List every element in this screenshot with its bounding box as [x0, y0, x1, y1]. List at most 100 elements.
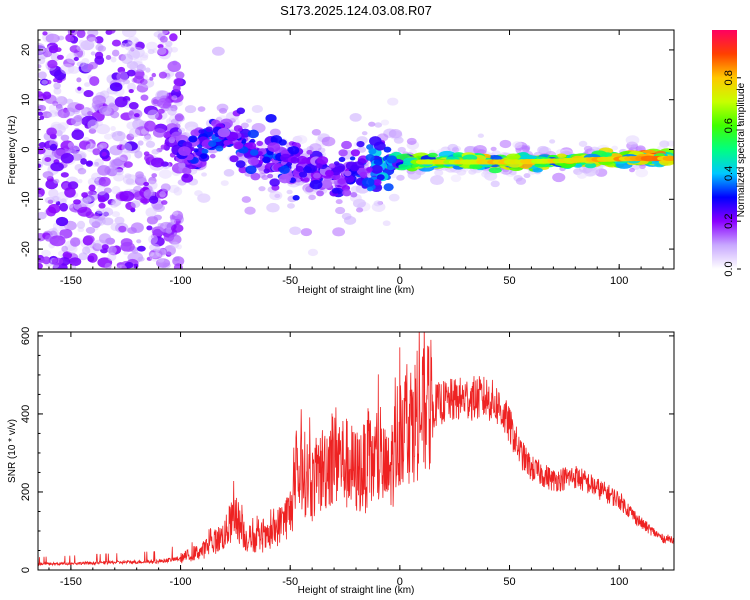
snr-x-tick-label: -150	[60, 576, 82, 588]
spectrogram-cell	[365, 154, 375, 161]
spectrogram-cell	[47, 59, 58, 69]
spectrogram-cell	[126, 69, 136, 77]
spectrogram-cell	[373, 200, 382, 207]
spectrogram-cell	[98, 105, 112, 115]
snr-x-tick-label: 0	[397, 576, 403, 588]
spectrogram-cell	[269, 190, 283, 201]
spectrogram-cell	[96, 185, 107, 196]
spectrogram-cell	[452, 152, 465, 158]
snr-panel: -150 -100 -50 0 50 100 0 200 400 600 Height of s…	[7, 327, 675, 596]
spectrogram-cell	[53, 178, 60, 184]
spectrogram-cell	[40, 78, 50, 86]
spectrogram-cell	[53, 87, 62, 95]
spectrogram-cell	[38, 142, 47, 148]
spectrogram-cell	[102, 217, 114, 226]
spectrogram-cell	[279, 165, 290, 174]
spectrogram-cell	[120, 241, 135, 252]
spectrogram-cell	[198, 129, 205, 134]
spectrogram-cell	[153, 214, 162, 221]
spectrogram-cell	[80, 40, 95, 51]
colorbar-gradient	[712, 30, 737, 269]
spectrogram-cell	[97, 165, 111, 176]
spectrogram-cell	[350, 192, 358, 198]
spectrogram-cell	[223, 169, 235, 177]
spectrogram-cell	[287, 203, 295, 209]
spectrogram-cell	[148, 243, 161, 252]
spectrogram-cell	[114, 216, 125, 225]
spectrogram-cell	[194, 190, 203, 197]
colorbar-label: Normalized spectral amplitude	[736, 82, 747, 217]
spectrogram-cell	[265, 114, 277, 123]
spectrogram-cell	[338, 149, 348, 157]
spectrogram-cell	[331, 187, 340, 194]
spectrogram-cell	[67, 142, 75, 149]
spectrogram-cell	[143, 181, 150, 187]
spectrogram-blobs	[38, 30, 674, 269]
spectrogram-cell	[209, 153, 216, 159]
spectrogram-cell	[68, 36, 75, 42]
spectrogram-cell	[244, 142, 253, 149]
snr-y-tick-label: 400	[20, 405, 32, 423]
spectrogram-cell	[111, 49, 120, 57]
spectrogram-cell	[201, 148, 209, 155]
spectrogram-cell	[344, 170, 352, 177]
spectrogram-cell	[140, 94, 149, 101]
spectrogram-cell	[38, 257, 46, 264]
spectrogram-cell	[56, 129, 63, 137]
spectrogram-cell	[611, 145, 619, 151]
spectrogram-cell	[521, 145, 531, 152]
spectrogram-cell	[151, 173, 158, 178]
spectrogram-cell	[127, 82, 136, 92]
spectrogram-cell	[108, 102, 116, 108]
spectrogram-cell	[130, 222, 144, 233]
spectrogram-cell	[41, 79, 48, 85]
spectrogram-cell	[240, 122, 249, 129]
spectrogram-cell	[136, 239, 142, 244]
spectrogram-cell	[68, 66, 80, 74]
spectrogram-cell	[376, 174, 385, 181]
spectrogram-cell	[208, 140, 217, 147]
spectrogram-cell	[121, 142, 133, 153]
spectrogram-cell	[482, 170, 489, 175]
spectrogram-cell	[233, 125, 243, 132]
spectrogram-cell	[188, 135, 198, 143]
spectrogram-cell	[630, 143, 637, 149]
spectrogram-cell	[578, 140, 588, 147]
spectrogram-cell	[332, 227, 346, 237]
spectrogram-cell	[41, 249, 51, 257]
snr-y-axis-label: SNR (10 * v/v)	[7, 419, 18, 483]
spectrogram-cell	[456, 168, 467, 176]
spectrogram-cell	[308, 194, 316, 201]
spectrogram-cell	[397, 146, 406, 153]
spectrogram-cell	[88, 184, 96, 192]
spectrogram-cell	[173, 263, 183, 269]
spectrogram-y-tick-label: 0	[20, 146, 32, 152]
spectrogram-cell	[197, 106, 206, 112]
spectrogram-cell	[143, 135, 153, 142]
spectrogram-cell	[174, 113, 184, 122]
spectrogram-cell	[53, 82, 61, 90]
spectrogram-y-tick-label: -20	[20, 241, 32, 257]
spectrogram-cell	[216, 103, 229, 113]
spectrogram-cell	[107, 245, 117, 255]
spectrogram-cell	[215, 145, 224, 152]
spectrogram-cell	[77, 206, 92, 217]
spectrogram-cell	[383, 146, 392, 153]
spectrogram-cell	[90, 51, 96, 56]
spectrogram-cell	[157, 108, 165, 114]
spectrogram-cell	[111, 211, 121, 218]
spectrogram-cell	[99, 142, 108, 149]
snr-x-tick-label: 100	[610, 576, 628, 588]
spectrogram-cell	[350, 185, 361, 193]
spectrogram-cell	[83, 90, 94, 98]
spectrogram-cell	[236, 107, 246, 115]
snr-x-tick-label: -50	[282, 576, 298, 588]
spectrogram-cell	[97, 196, 107, 203]
spectrogram-cell	[56, 96, 68, 106]
spectrogram-cell	[38, 104, 47, 112]
spectrogram-cell	[512, 141, 523, 149]
spectrogram-cell	[90, 172, 102, 182]
spectrogram-cell	[156, 97, 172, 109]
spectrogram-cell	[368, 121, 376, 127]
